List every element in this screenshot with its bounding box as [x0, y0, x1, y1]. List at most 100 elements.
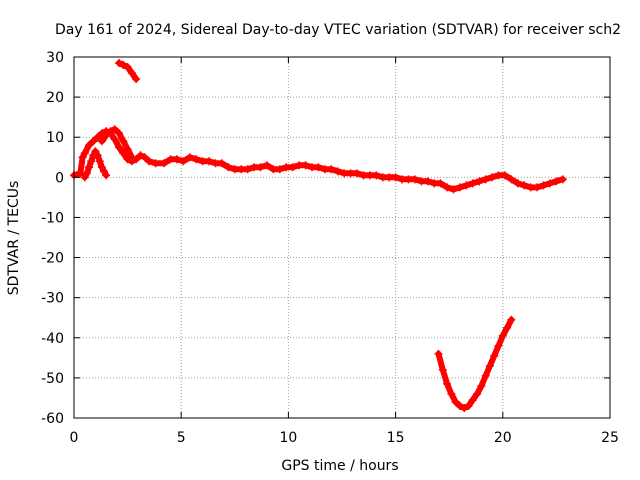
data-point — [110, 135, 119, 144]
x-tick-label: 10 — [279, 430, 297, 446]
data-point — [97, 137, 106, 146]
axis-ticks: 0 5 10 15 20 25 -60 -50 -40 -30 -20 -10 0 10 20 30 — [41, 50, 619, 446]
data-point — [102, 171, 111, 180]
data-point — [205, 157, 214, 166]
data-point — [490, 351, 499, 360]
data-point — [410, 175, 419, 184]
data-point — [93, 151, 102, 160]
data-point — [533, 183, 542, 192]
data-point — [127, 69, 136, 78]
plot-frame — [73, 56, 611, 419]
data-point — [119, 149, 128, 158]
data-point — [443, 183, 452, 192]
data-point — [275, 165, 284, 174]
data-point — [513, 179, 522, 188]
data-point — [314, 163, 323, 172]
data-point — [119, 61, 128, 70]
data-point — [477, 381, 486, 390]
data-point — [353, 169, 362, 178]
data-point — [123, 63, 132, 72]
data-point — [539, 181, 548, 190]
series-main-band — [70, 127, 567, 194]
data-points — [70, 59, 567, 412]
data-point — [140, 153, 149, 162]
data-point — [85, 141, 94, 150]
data-point — [224, 163, 233, 172]
data-point — [127, 153, 136, 162]
x-tick-label: 5 — [177, 430, 186, 446]
data-point — [443, 379, 452, 388]
y-tick-label: -20 — [41, 251, 64, 267]
data-point — [115, 59, 124, 68]
data-point — [503, 323, 512, 332]
data-point — [115, 143, 124, 152]
data-point — [85, 163, 94, 172]
data-point — [468, 395, 477, 404]
data-point — [95, 157, 104, 166]
data-point — [80, 149, 89, 158]
data-point — [179, 157, 188, 166]
data-point — [87, 157, 96, 166]
data-point — [288, 163, 297, 172]
data-point — [507, 315, 516, 324]
data-point — [151, 159, 160, 168]
data-point — [217, 159, 226, 168]
data-point — [333, 167, 342, 176]
data-point — [145, 157, 154, 166]
data-point — [462, 181, 471, 190]
data-point — [500, 171, 509, 180]
data-point — [82, 169, 91, 178]
data-point — [455, 401, 464, 410]
data-point — [132, 75, 141, 84]
y-tick-label: 30 — [46, 50, 64, 66]
data-point — [434, 349, 443, 358]
data-point — [494, 341, 503, 350]
grid-lines — [74, 57, 610, 418]
data-point — [123, 145, 132, 154]
data-point — [447, 389, 456, 398]
data-point — [475, 177, 484, 186]
data-point — [455, 183, 464, 192]
x-tick-label: 20 — [494, 430, 512, 446]
y-tick-label: -60 — [41, 411, 64, 427]
data-point — [172, 155, 181, 164]
data-point — [91, 147, 100, 156]
y-tick-label: 0 — [55, 170, 64, 186]
data-point — [372, 171, 381, 180]
x-tick-label: 0 — [70, 430, 79, 446]
data-point — [468, 179, 477, 188]
data-point — [110, 125, 119, 134]
data-point — [93, 133, 102, 142]
x-tick-label: 25 — [601, 430, 619, 446]
y-tick-label: -50 — [41, 371, 64, 387]
y-tick-label: -30 — [41, 291, 64, 307]
data-point — [464, 401, 473, 410]
series-hump — [97, 125, 136, 162]
data-point — [552, 177, 561, 186]
data-point — [262, 161, 271, 170]
data-point — [507, 175, 516, 184]
data-point — [481, 371, 490, 380]
y-tick-label: -40 — [41, 331, 64, 347]
data-point — [100, 167, 109, 176]
data-point — [391, 173, 400, 182]
y-tick-label: 10 — [46, 130, 64, 146]
data-point — [436, 179, 445, 188]
data-point — [423, 177, 432, 186]
y-axis-label: SDTVAR / TECUs — [6, 181, 22, 296]
data-point — [89, 137, 98, 146]
data-point — [106, 127, 115, 136]
data-point — [192, 155, 201, 164]
chart-title: Day 161 of 2024, Sidereal Day-to-day VTE… — [55, 22, 621, 38]
data-point — [481, 175, 490, 184]
x-tick-label: 15 — [387, 430, 405, 446]
series-early-arc — [80, 147, 111, 182]
data-point — [473, 389, 482, 398]
data-point — [460, 403, 469, 412]
data-point — [78, 153, 87, 162]
data-point — [498, 331, 507, 340]
data-point — [449, 185, 458, 194]
data-point — [256, 163, 265, 172]
